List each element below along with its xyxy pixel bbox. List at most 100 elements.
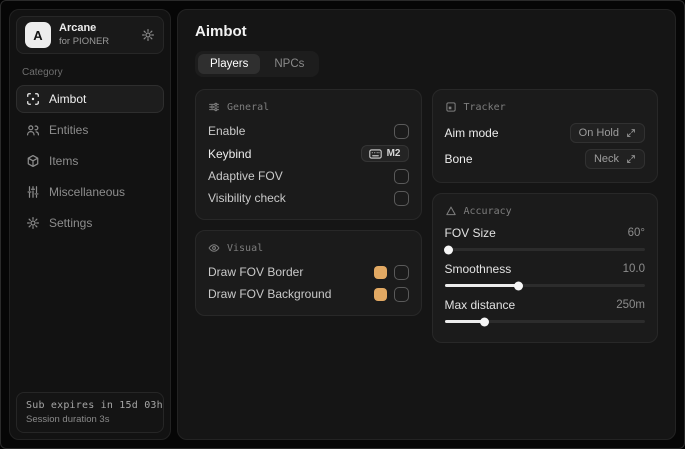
smoothness-slider[interactable]	[444, 281, 645, 290]
fov-border-color-swatch[interactable]	[373, 265, 387, 279]
left-column: General Enable Keybind	[195, 89, 422, 316]
general-card-title: General	[227, 101, 270, 113]
category-label: Category	[22, 67, 63, 78]
accuracy-card: Accuracy FOV Size 60°	[431, 193, 658, 343]
accuracy-card-title: Accuracy	[463, 205, 512, 217]
fov-background-color-swatch[interactable]	[373, 287, 387, 301]
brand-card: A Arcane for PIONER	[16, 16, 164, 54]
target-tabs: Players NPCs	[195, 51, 320, 77]
target-triangle-icon	[445, 205, 457, 217]
tracker-frame-icon	[445, 101, 457, 113]
fov-size-row: FOV Size 60°	[443, 224, 646, 254]
visual-card-title: Visual	[227, 242, 264, 254]
draw-fov-border-checkbox[interactable]	[393, 264, 409, 280]
aim-mode-label: Aim mode	[444, 126, 499, 140]
sidebar: A Arcane for PIONER Category	[9, 9, 171, 440]
max-distance-row: Max distance 250m	[444, 296, 646, 326]
sidebar-item-entities[interactable]: Entities	[16, 116, 164, 144]
accuracy-card-header: Accuracy	[445, 205, 646, 217]
keybind-row: Keybind M2	[208, 142, 409, 165]
draw-fov-background-row: Draw FOV Background	[208, 283, 409, 305]
brand-subtitle: for PIONER	[59, 35, 110, 47]
brand-name: Arcane	[59, 22, 97, 35]
smoothness-slider-thumb[interactable]	[513, 281, 523, 290]
general-card: General Enable Keybind	[195, 89, 422, 220]
max-distance-slider[interactable]	[444, 317, 645, 326]
sidebar-nav: Aimbot Entities	[16, 85, 164, 240]
smoothness-value: 10.0	[622, 263, 645, 275]
sliders-icon	[26, 185, 40, 199]
enable-checkbox[interactable]	[393, 123, 409, 139]
fov-size-header: FOV Size 60°	[445, 224, 646, 240]
sidebar-item-settings[interactable]: Settings	[16, 209, 164, 237]
page-title: Aimbot	[195, 23, 247, 40]
sidebar-item-aimbot[interactable]: Aimbot	[16, 85, 164, 113]
smoothness-label: Smoothness	[444, 262, 512, 276]
bone-value: Neck	[593, 153, 619, 165]
gear-icon	[26, 216, 40, 230]
eye-icon	[208, 242, 220, 254]
right-column: Tracker Aim mode On Hold	[431, 89, 658, 343]
session-duration-text: Session duration 3s	[26, 414, 110, 425]
max-distance-slider-thumb[interactable]	[479, 317, 489, 326]
crosshair-scan-icon	[26, 92, 40, 106]
visual-card: Visual Draw FOV Border Draw FOV Backgrou…	[195, 230, 422, 316]
keybind-label: Keybind	[208, 146, 252, 161]
fov-size-slider[interactable]	[443, 245, 645, 254]
keyboard-icon	[368, 148, 382, 159]
draw-fov-border-label: Draw FOV Border	[208, 265, 304, 279]
tracker-card: Tracker Aim mode On Hold	[431, 89, 658, 183]
fov-size-slider-thumb[interactable]	[443, 245, 453, 254]
visual-card-header: Visual	[208, 242, 409, 254]
subscription-card: Sub expires in 15d 03h Session duration …	[16, 392, 164, 433]
sidebar-item-label: Aimbot	[49, 92, 87, 106]
smoothness-row: Smoothness 10.0	[444, 260, 646, 290]
adaptive-fov-row: Adaptive FOV	[208, 165, 409, 187]
general-sliders-icon	[208, 101, 220, 113]
adaptive-fov-label: Adaptive FOV	[208, 169, 283, 183]
draw-fov-background-label: Draw FOV Background	[208, 287, 332, 301]
sidebar-item-miscellaneous[interactable]: Miscellaneous	[16, 178, 164, 206]
tab-players[interactable]: Players	[198, 54, 261, 74]
max-distance-value: 250m	[616, 299, 645, 311]
aim-mode-dropdown[interactable]: On Hold	[569, 123, 645, 143]
bone-row: Bone Neck	[444, 146, 645, 172]
smoothness-slider-fill	[444, 281, 523, 290]
cards-grid: General Enable Keybind	[195, 89, 658, 343]
aim-mode-row: Aim mode On Hold	[444, 120, 645, 146]
smoothness-header: Smoothness 10.0	[445, 260, 646, 276]
sidebar-item-label: Items	[49, 154, 79, 168]
fov-size-slider-fill	[443, 245, 453, 254]
sidebar-item-label: Settings	[49, 216, 93, 230]
box-icon	[26, 154, 40, 168]
max-distance-slider-fill	[444, 317, 489, 326]
sidebar-settings-gear-icon[interactable]	[141, 28, 155, 42]
adaptive-fov-checkbox[interactable]	[393, 168, 409, 184]
fov-size-label: FOV Size	[444, 226, 496, 240]
sidebar-item-label: Miscellaneous	[49, 185, 126, 199]
keybind-value: M2	[386, 148, 401, 159]
aim-mode-value: On Hold	[578, 127, 619, 139]
sub-expires-text: Sub expires in 15d 03h	[26, 400, 163, 411]
brand-logo: A	[25, 22, 51, 48]
users-icon	[26, 123, 40, 137]
tracker-card-header: Tracker	[445, 101, 646, 113]
bone-label: Bone	[444, 152, 473, 166]
sidebar-item-items[interactable]: Items	[16, 147, 164, 175]
draw-fov-border-row: Draw FOV Border	[208, 261, 409, 283]
brand-text: Arcane for PIONER	[59, 22, 109, 48]
enable-label: Enable	[208, 124, 246, 138]
tab-npcs[interactable]: NPCs	[274, 58, 305, 70]
max-distance-header: Max distance 250m	[445, 296, 646, 312]
expand-icon	[626, 154, 636, 164]
visibility-check-label: Visibility check	[208, 191, 286, 205]
visibility-check-checkbox[interactable]	[393, 190, 409, 206]
enable-row: Enable	[208, 120, 409, 142]
draw-fov-background-checkbox[interactable]	[393, 286, 409, 302]
expand-icon	[626, 128, 636, 138]
bone-dropdown[interactable]: Neck	[584, 149, 645, 169]
fov-size-value: 60°	[627, 227, 645, 239]
keybind-button[interactable]: M2	[360, 145, 409, 162]
main-panel: Aimbot Players NPCs Gener	[177, 9, 676, 440]
max-distance-label: Max distance	[444, 298, 516, 312]
